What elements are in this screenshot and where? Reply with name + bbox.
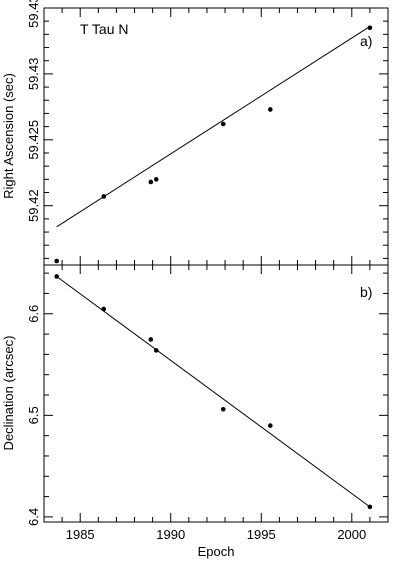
- data-point: [148, 337, 154, 342]
- y-tick-label: 6.4: [26, 508, 41, 526]
- y-tick-label: 59.42: [26, 189, 41, 222]
- panel-a-annotation: T Tau N: [80, 21, 129, 37]
- panel-a-y-axis-label: Right Ascension (sec): [1, 73, 16, 199]
- data-point: [220, 121, 226, 127]
- panel-a-frame: [43, 7, 389, 266]
- x-tick-label: 1995: [247, 527, 276, 542]
- x-tick-label: 1985: [66, 527, 95, 542]
- y-tick-label: 6.5: [26, 406, 41, 424]
- x-tick-label: 2000: [337, 527, 366, 542]
- panel-b-points: [54, 274, 373, 510]
- data-point: [153, 177, 159, 182]
- panel-b-frame: [43, 264, 389, 523]
- data-point: [153, 348, 159, 353]
- data-point: [367, 504, 373, 510]
- panel-b-fit-line: [56, 276, 371, 508]
- data-point: [268, 107, 273, 112]
- data-point: [101, 194, 107, 199]
- panel-b-y-axis-label: Declination (arcsec): [1, 336, 16, 451]
- data-point: [220, 406, 226, 412]
- panel-b-ticks: [43, 265, 389, 522]
- panel-right-ascension: 59.42 59.425 59.43 59.435 T Tau N a) Right …: [1, 0, 389, 266]
- panel-b-x-tick-labels: 1985 1990 1995 2000: [66, 527, 367, 542]
- panel-declination: 6.4 6.5 6.6 1985 1990 1995 2000 b) Declinatio…: [1, 264, 389, 559]
- y-tick-label: 59.435: [26, 0, 41, 28]
- data-point: [101, 306, 107, 312]
- x-tick-label: 1990: [156, 527, 185, 542]
- panel-a-label: a): [360, 33, 372, 49]
- data-point: [367, 25, 373, 31]
- y-tick-label: 59.425: [26, 120, 41, 160]
- data-point: [54, 274, 59, 279]
- panel-a-ticks: [43, 7, 389, 265]
- x-axis-label: Epoch: [198, 544, 235, 559]
- panel-a-fit-line: [56, 26, 371, 228]
- y-tick-label: 6.6: [26, 305, 41, 323]
- panel-b-y-tick-labels: 6.4 6.5 6.6: [26, 305, 41, 526]
- y-tick-label: 59.43: [26, 58, 41, 91]
- panel-a-points: [54, 25, 373, 264]
- data-point: [54, 258, 59, 264]
- data-point: [148, 179, 154, 185]
- data-point: [268, 423, 273, 428]
- panel-b-label: b): [360, 284, 372, 300]
- panel-a-y-tick-labels: 59.42 59.425 59.43 59.435: [26, 0, 41, 222]
